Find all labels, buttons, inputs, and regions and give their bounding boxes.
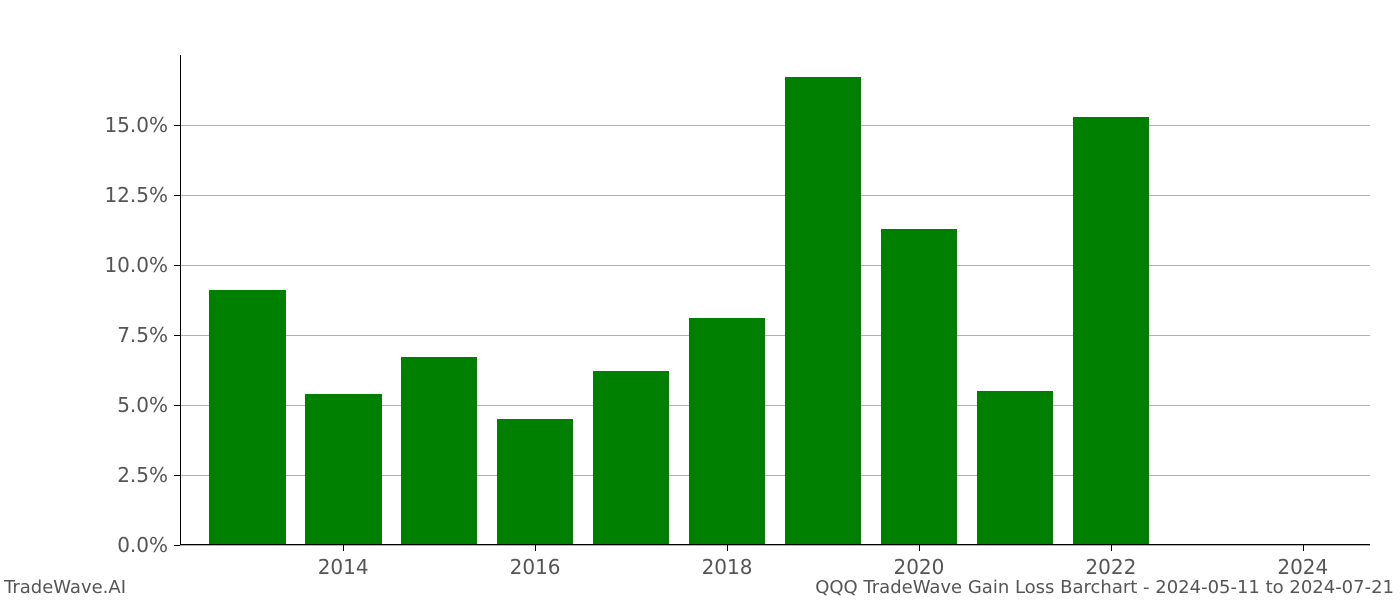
grid-line-horizontal <box>180 545 1370 546</box>
x-tick-label: 2016 <box>510 555 561 579</box>
chart-container: 0.0% 2.5% 5.0% 7.5% 10.0% 12.5% 15.0% 2014 2016 2… <box>0 0 1400 600</box>
x-tick-mark <box>535 545 536 551</box>
y-tick-label: 12.5% <box>104 183 168 207</box>
bar-2013 <box>209 290 286 545</box>
bar-2017 <box>593 371 670 545</box>
plot-area: 0.0%2.5%5.0%7.5%10.0%12.5%15.0%201420162… <box>180 55 1370 545</box>
grid-line-horizontal <box>180 265 1370 266</box>
y-tick-label: 7.5% <box>117 323 168 347</box>
x-tick-mark <box>1303 545 1304 551</box>
x-axis-spine <box>180 544 1370 545</box>
bar-2016 <box>497 419 574 545</box>
grid-line-horizontal <box>180 335 1370 336</box>
bar-2014 <box>305 394 382 545</box>
y-tick-label: 5.0% <box>117 393 168 417</box>
x-tick-mark <box>343 545 344 551</box>
grid-line-horizontal <box>180 125 1370 126</box>
y-tick-label: 0.0% <box>117 533 168 557</box>
x-tick-mark <box>1111 545 1112 551</box>
x-tick-label: 2020 <box>893 555 944 579</box>
x-tick-mark <box>919 545 920 551</box>
bar-2020 <box>881 229 958 545</box>
y-tick-mark <box>174 545 180 546</box>
footer-left-text: TradeWave.AI <box>4 577 126 598</box>
bar-2021 <box>977 391 1054 545</box>
y-tick-label: 10.0% <box>104 253 168 277</box>
bar-2019 <box>785 77 862 545</box>
y-tick-label: 15.0% <box>104 113 168 137</box>
x-tick-label: 2024 <box>1277 555 1328 579</box>
x-tick-label: 2014 <box>318 555 369 579</box>
x-tick-label: 2022 <box>1085 555 1136 579</box>
grid-line-horizontal <box>180 195 1370 196</box>
footer-right-text: QQQ TradeWave Gain Loss Barchart - 2024-… <box>815 577 1394 598</box>
bar-2022 <box>1073 117 1150 545</box>
x-tick-label: 2018 <box>702 555 753 579</box>
y-tick-label: 2.5% <box>117 463 168 487</box>
bar-2015 <box>401 357 478 545</box>
x-tick-mark <box>727 545 728 551</box>
bar-2018 <box>689 318 766 545</box>
y-axis-spine <box>180 55 181 545</box>
